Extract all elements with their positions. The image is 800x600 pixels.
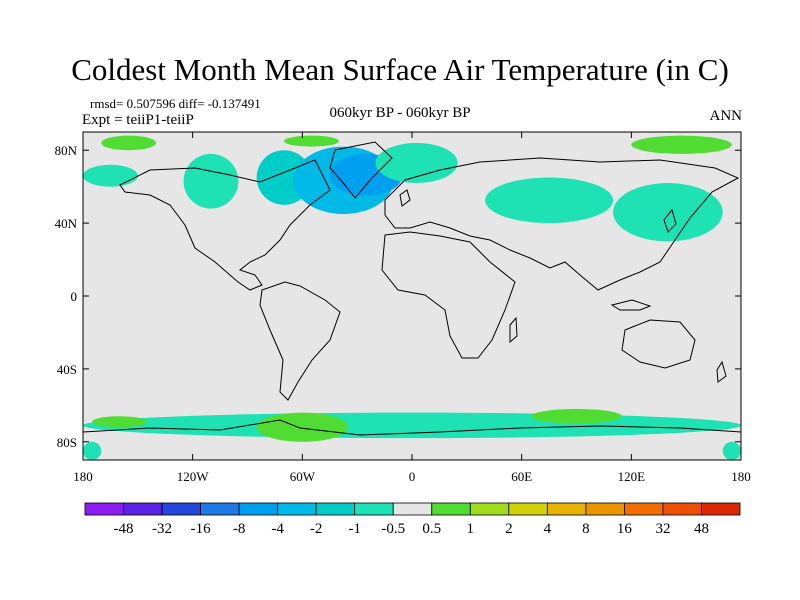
x-tick-label-6: 180 (731, 469, 751, 484)
colorbar-swatch-16 (701, 502, 741, 516)
anomaly-region-13 (92, 416, 147, 428)
colorbar-swatch-2 (161, 502, 201, 516)
coastline-indonesia (610, 299, 652, 311)
colorbar-swatch-6 (315, 502, 356, 516)
anomaly-region-16 (722, 441, 741, 460)
colorbar-swatch-4 (238, 502, 279, 516)
anomaly-region-15 (83, 441, 102, 460)
colorbar-label-15: 48 (694, 521, 709, 537)
x-tick-label-1: 120W (177, 469, 210, 484)
colorbar-label-11: 4 (544, 521, 552, 537)
anomaly-region-7 (613, 183, 723, 242)
coastline-new-zealand (716, 360, 727, 383)
anomaly-region-10 (631, 135, 732, 154)
coastline-africa (381, 231, 516, 359)
chart-title: Coldest Month Mean Surface Air Temperatu… (71, 52, 729, 87)
coastline-japan (663, 208, 677, 233)
colorbar-swatch-1 (123, 502, 163, 516)
anomaly-region-6 (485, 177, 614, 224)
x-tick-label-3: 0 (409, 469, 416, 484)
coastline-greenland (329, 141, 393, 199)
colorbar-label-12: 8 (582, 521, 590, 537)
colorbar-label-3: -8 (233, 521, 246, 537)
coastline-south-america (259, 281, 341, 401)
x-tick-label-4: 60E (511, 469, 532, 484)
colorbar-swatch-15 (662, 502, 702, 516)
x-tick-label-0: 180 (73, 469, 93, 484)
colorbar-swatch-7 (354, 502, 394, 516)
colorbar-label-7: -0.5 (381, 521, 405, 537)
colorbar-swatch-12 (546, 502, 587, 516)
colorbar-label-4: -4 (271, 521, 284, 537)
coastline-australia (621, 319, 696, 369)
y-tick-label-2: 0 (71, 289, 78, 304)
coastline-eurasia (384, 157, 740, 291)
colorbar-swatch-9 (431, 502, 471, 516)
stats-annotation: rmsd= 0.507596 diff= -0.137491 (90, 96, 261, 111)
colorbar-label-0: -48 (114, 521, 134, 537)
colorbar-label-5: -2 (310, 521, 323, 537)
coastline-madagascar (509, 316, 518, 344)
colorbar-label-14: 32 (655, 521, 670, 537)
experiment-label: Expt = teiiP1-teiiP (82, 112, 194, 128)
colorbar-label-1: -32 (152, 521, 172, 537)
anomaly-region-1 (183, 153, 239, 209)
coastline-north-america (119, 159, 331, 291)
anomaly-region-11 (83, 412, 741, 439)
anomaly-region-5 (375, 142, 458, 184)
y-tick-label-4: 80S (57, 435, 77, 450)
anomaly-region-14 (530, 408, 623, 424)
anomaly-region-8 (101, 135, 157, 151)
season-label: ANN (709, 108, 743, 124)
period-label: 060kyr BP - 060kyr BP (329, 105, 471, 121)
anomaly-region-9 (284, 135, 339, 147)
colorbar-label-8: 0.5 (422, 521, 441, 537)
colorbar-swatch-10 (469, 502, 510, 516)
y-axis: 80N 40N 0 40S 80S (55, 143, 741, 450)
colorbar-swatch-13 (585, 502, 625, 516)
anomaly-regions (83, 135, 741, 460)
plot-area: 180 120W 60W 0 60E 120E 180 80N 40N 0 40S 80S (55, 131, 751, 484)
y-tick-label-1: 40N (55, 216, 78, 231)
coastline-antarctica (83, 419, 741, 436)
x-tick-label-2: 60W (290, 469, 316, 484)
anomaly-region-12 (256, 412, 349, 442)
colorbar-swatch-5 (277, 502, 317, 516)
colorbar-swatch-14 (624, 502, 664, 516)
x-axis: 180 120W 60W 0 60E 120E 180 (73, 132, 751, 484)
y-tick-label-0: 80N (55, 143, 78, 158)
colorbar-label-13: 16 (617, 521, 633, 537)
coastlines (83, 141, 741, 436)
colorbar-label-9: 1 (467, 521, 475, 537)
colorbar-swatch-11 (508, 502, 548, 516)
coastline-british-isles (399, 189, 411, 207)
colorbar-swatch-3 (200, 502, 240, 516)
colorbar: -48 -32 -16 -8 -4 -2 -1 -0.5 0.5 1 2 4 8 16 32 48 (84, 502, 741, 537)
anomaly-region-0 (83, 164, 138, 187)
x-tick-label-5: 120E (618, 469, 646, 484)
colorbar-label-10: 2 (505, 521, 513, 537)
y-tick-label-3: 40S (57, 362, 77, 377)
colorbar-label-6: -1 (348, 521, 361, 537)
colorbar-swatch-8 (392, 502, 433, 516)
colorbar-label-2: -16 (191, 521, 211, 537)
colorbar-swatch-0 (84, 502, 124, 516)
